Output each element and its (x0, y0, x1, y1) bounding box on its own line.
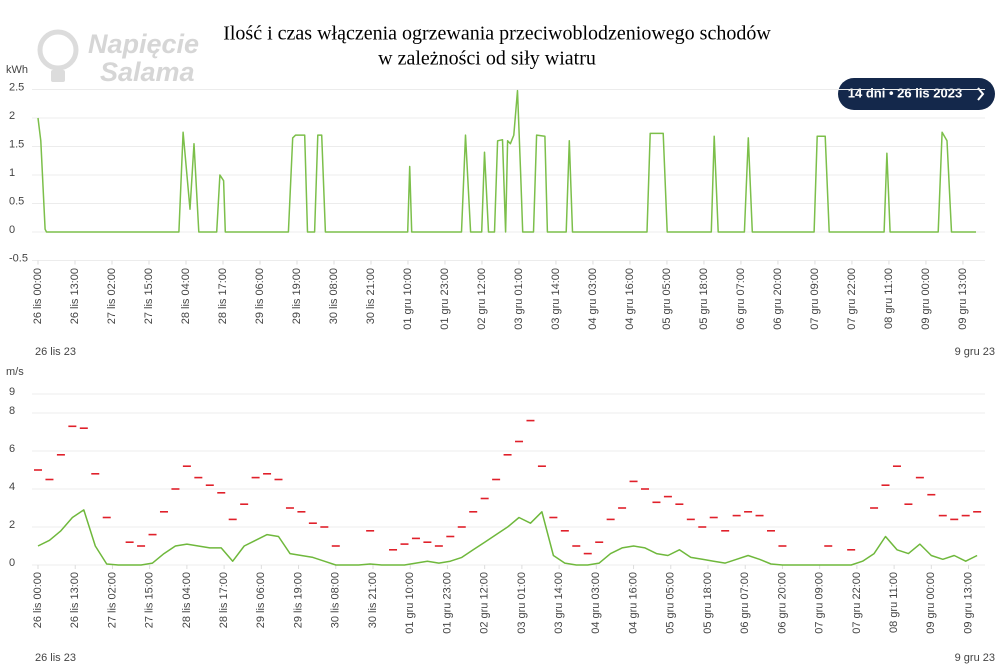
x-tick-label: 29 lis 06:00 (254, 268, 266, 324)
x-tick-label: 01 gru 10:00 (402, 268, 414, 330)
x-tick-label: 29 lis 19:00 (292, 572, 304, 628)
series-line (37, 89, 976, 233)
x-tick-label: 04 gru 16:00 (627, 572, 639, 634)
x-tick-label: 03 gru 14:00 (553, 572, 565, 634)
x-tick-label: 30 lis 21:00 (365, 268, 377, 324)
x-tick-label: 28 lis 04:00 (181, 572, 193, 628)
x-tick-label: 01 gru 23:00 (441, 572, 453, 634)
range-end: 9 gru 23 (955, 652, 995, 664)
x-tick-label: 26 lis 00:00 (32, 572, 44, 628)
x-tick-label: 28 lis 17:00 (218, 572, 230, 628)
y-tick-label: 8 (9, 405, 15, 417)
y-tick-label: 1.5 (9, 138, 24, 150)
x-tick-label: 02 gru 12:00 (476, 268, 488, 330)
x-tick-label: 09 gru 13:00 (957, 268, 969, 330)
y-tick-label: 0 (9, 224, 15, 236)
x-tick-label: 05 gru 18:00 (698, 268, 710, 330)
y-tick-label: 1 (9, 167, 15, 179)
y-tick-label: 4 (9, 481, 15, 493)
x-tick-label: 27 lis 02:00 (106, 572, 118, 628)
x-tick-label: 06 gru 07:00 (739, 572, 751, 634)
x-tick-label: 08 gru 11:00 (883, 268, 895, 329)
y-tick-label: 0 (9, 557, 15, 569)
x-tick-label: 06 gru 20:00 (776, 572, 788, 634)
x-tick-label: 05 gru 18:00 (702, 572, 714, 634)
y-tick-label: 6 (9, 443, 15, 455)
period-button[interactable]: 14 dni • 26 lis 2023 (838, 78, 995, 110)
y-tick-label: 2 (9, 110, 15, 122)
x-tick-label: 08 gru 11:00 (888, 572, 900, 633)
x-tick-label: 01 gru 10:00 (404, 572, 416, 634)
x-tick-label: 07 gru 22:00 (846, 268, 858, 330)
x-tick-label: 09 gru 00:00 (925, 572, 937, 634)
logo-text: Napięcie (88, 29, 199, 59)
x-tick-label: 27 lis 02:00 (106, 268, 118, 324)
y-tick-label: 2.5 (9, 81, 24, 93)
x-tick-label: 02 gru 12:00 (479, 572, 491, 634)
x-tick-label: 06 gru 20:00 (772, 268, 784, 330)
title: w zależności od siły wiatru (378, 48, 596, 70)
x-tick-label: 09 gru 00:00 (920, 268, 932, 330)
y-tick-label: 2 (9, 519, 15, 531)
x-tick-label: 30 lis 08:00 (328, 268, 340, 324)
x-tick-label: 26 lis 13:00 (69, 572, 81, 628)
y-tick-label: -0.5 (9, 252, 28, 264)
x-tick-label: 06 gru 07:00 (735, 268, 747, 330)
x-tick-label: 29 lis 06:00 (255, 572, 267, 628)
x-tick-label: 04 gru 16:00 (624, 268, 636, 330)
x-tick-label: 07 gru 22:00 (851, 572, 863, 634)
logo: Napięcie Salama (37, 29, 199, 87)
range-end: 9 gru 23 (955, 346, 995, 358)
x-tick-label: 07 gru 09:00 (809, 268, 821, 330)
logo-text: Salama (100, 57, 195, 87)
button-label[interactable]: 14 dni • 26 lis 2023 (848, 85, 962, 100)
x-tick-label: 27 lis 15:00 (144, 572, 156, 628)
y-tick-label: 0.5 (9, 195, 24, 207)
logo-bulb-base (51, 70, 65, 82)
x-tick-label: 03 gru 01:00 (513, 268, 525, 330)
x-tick-label: 28 lis 17:00 (217, 268, 229, 324)
y-tick-label: 9 (9, 386, 15, 398)
x-tick-label: 28 lis 04:00 (180, 268, 192, 324)
button-bg[interactable] (838, 78, 995, 110)
x-tick-label: 04 gru 03:00 (590, 572, 602, 634)
y-unit: kWh (6, 64, 28, 76)
range-start: 26 lis 23 (35, 346, 76, 358)
x-tick-label: 03 gru 14:00 (550, 268, 562, 330)
title: Ilość i czas włączenia ogrzewania przeci… (223, 23, 771, 45)
x-tick-label: 26 lis 00:00 (32, 268, 44, 324)
x-tick-label: 07 gru 09:00 (814, 572, 826, 634)
x-tick-label: 09 gru 13:00 (962, 572, 974, 634)
x-tick-label: 29 lis 19:00 (291, 268, 303, 324)
y-unit: m/s (6, 366, 24, 378)
x-tick-label: 05 gru 05:00 (665, 572, 677, 634)
series-line (37, 509, 978, 566)
x-tick-label: 01 gru 23:00 (439, 268, 451, 330)
x-tick-label: 04 gru 03:00 (587, 268, 599, 330)
x-tick-label: 30 lis 21:00 (367, 572, 379, 628)
x-tick-label: 27 lis 15:00 (143, 268, 155, 324)
logo-bulb (37, 29, 79, 71)
range-start: 26 lis 23 (35, 652, 76, 664)
x-tick-label: 05 gru 05:00 (661, 268, 673, 330)
x-tick-label: 26 lis 13:00 (69, 268, 81, 324)
x-tick-label: 03 gru 01:00 (516, 572, 528, 634)
x-tick-label: 30 lis 08:00 (330, 572, 342, 628)
